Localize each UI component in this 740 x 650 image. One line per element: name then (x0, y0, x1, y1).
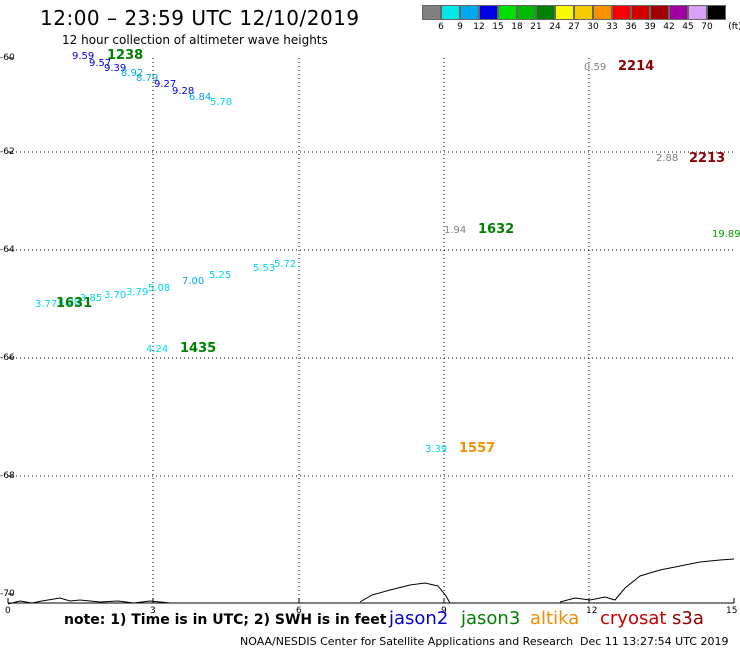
legend-altika: altika (530, 608, 580, 629)
scale-swatch (517, 5, 536, 20)
lat-label: -60 (0, 53, 15, 63)
wave-height-value: 3.39 (425, 444, 448, 455)
wave-height-value: 4.24 (146, 344, 169, 355)
pass-time-label: 1632 (478, 222, 515, 237)
scale-label: 21 (530, 22, 542, 32)
credit-text: NOAA/NESDIS Center for Satellite Applica… (240, 635, 574, 648)
lon-label: 0 (5, 606, 11, 616)
scale-label: 27 (568, 22, 580, 32)
scale-label: 12 (473, 22, 485, 32)
lon-label: 6 (296, 606, 302, 616)
lat-label: -66 (0, 353, 15, 363)
page-title: 12:00 – 23:59 UTC 12/10/2019 (40, 6, 360, 30)
pass-time-label: 1435 (180, 341, 217, 356)
scale-swatch (707, 5, 726, 20)
scale-swatch (479, 5, 498, 20)
wave-height-value: 9.57 (89, 58, 112, 69)
scale-label: 45 (682, 22, 694, 32)
wave-height-value: 9.59 (72, 51, 95, 62)
lon-label: 12 (586, 606, 598, 616)
wave-height-value: 5.72 (274, 259, 297, 270)
wave-height-value: 8.79 (136, 73, 159, 84)
scale-label: 33 (606, 22, 618, 32)
wave-height-value: 5.53 (253, 263, 276, 274)
scale-swatch (669, 5, 688, 20)
legend-s3a: s3a (672, 608, 704, 629)
pass-time-label: 1631 (56, 296, 93, 311)
map-graticule (8, 58, 734, 603)
scale-swatch (574, 5, 593, 20)
lon-label: 3 (150, 606, 156, 616)
scale-unit: (ft) (728, 22, 740, 32)
wave-height-value: 9.39 (104, 63, 127, 74)
wave-height-value: 4.20 (58, 297, 81, 308)
scale-label: 18 (511, 22, 523, 32)
legend-cryosat: cryosat (600, 608, 667, 629)
pass-time-label: 1557 (459, 441, 496, 456)
scale-swatch (460, 5, 479, 20)
wave-height-value: 0.59 (584, 62, 607, 73)
scale-swatch (650, 5, 669, 20)
wave-height-value: 5.08 (148, 283, 171, 294)
pass-time-label: 2214 (618, 59, 655, 74)
wave-height-value: 9.28 (172, 86, 195, 97)
scale-swatch (612, 5, 631, 20)
wave-height-value: 3.77 (35, 299, 58, 310)
map-frame (7, 57, 735, 604)
wave-height-value: 1.94 (444, 225, 467, 236)
scale-swatch (536, 5, 555, 20)
scale-label: 9 (457, 22, 463, 32)
legend-jason2: jason2 (389, 608, 449, 629)
scale-swatch (422, 5, 441, 20)
scale-swatch (631, 5, 650, 20)
lat-label: -68 (0, 471, 15, 481)
lat-label: -70 (0, 589, 15, 599)
legend-jason3: jason3 (461, 608, 521, 629)
wave-height-value: 5.78 (210, 97, 233, 108)
lat-label: -62 (0, 147, 15, 157)
pass-time-label: 1238 (107, 48, 144, 63)
lon-label: 9 (441, 606, 447, 616)
antarctic-coastline (7, 558, 735, 605)
scale-label: 30 (587, 22, 599, 32)
scale-swatch (555, 5, 574, 20)
page-subtitle: 12 hour collection of altimeter wave hei… (62, 33, 328, 47)
wave-height-value: 9.27 (154, 79, 177, 90)
scale-label: 42 (663, 22, 675, 32)
generated-timestamp: Dec 11 13:27:54 UTC 2019 (580, 635, 729, 648)
wave-height-value: 5.25 (209, 270, 232, 281)
scale-swatch (498, 5, 517, 20)
scale-label: 6 (438, 22, 444, 32)
wave-height-value: 3.85 (80, 293, 103, 304)
scale-label: 15 (492, 22, 504, 32)
scale-label: 24 (549, 22, 561, 32)
lat-label: -64 (0, 245, 15, 255)
wave-height-value: 8.92 (121, 68, 144, 79)
scale-label: 36 (625, 22, 637, 32)
footer-note: note: 1) Time is in UTC; 2) SWH is in fe… (64, 612, 387, 628)
lon-label: 15 (726, 606, 738, 616)
scale-swatch (441, 5, 460, 20)
wave-height-value: 2.88 (656, 153, 679, 164)
scale-swatch (593, 5, 612, 20)
scale-swatch (688, 5, 707, 20)
wave-height-value: 3.79 (126, 287, 149, 298)
scale-label: 70 (701, 22, 713, 32)
pass-time-label: 2213 (689, 151, 726, 166)
wave-height-value: 6.84 (189, 92, 212, 103)
wave-height-value: 3.70 (104, 290, 127, 301)
wave-height-value: 7.00 (182, 276, 205, 287)
scale-label: 39 (644, 22, 656, 32)
wave-height-value: 19.89 (712, 229, 740, 240)
